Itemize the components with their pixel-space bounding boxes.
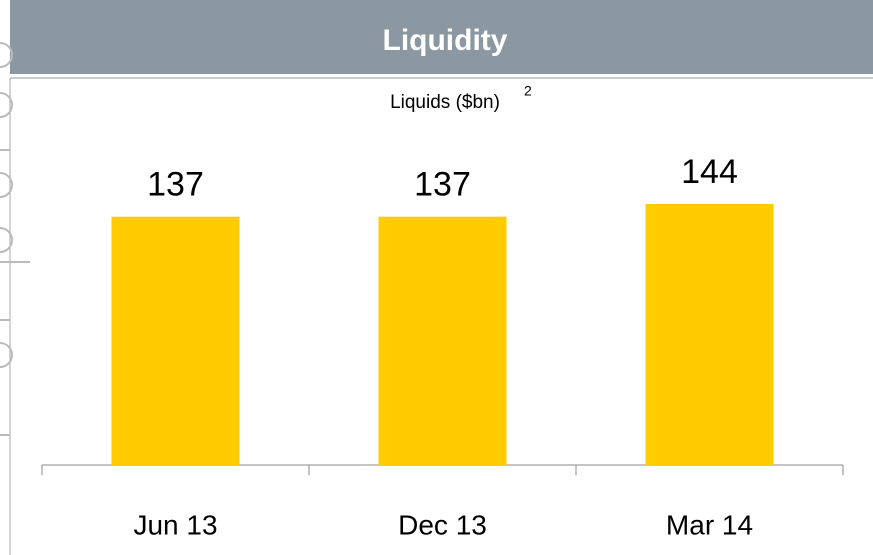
chart-subtitle: Liquids ($bn) bbox=[390, 92, 500, 113]
bar bbox=[378, 216, 507, 465]
header-bar bbox=[10, 0, 873, 75]
data-label: 144 bbox=[681, 153, 738, 191]
x-tick-label: Mar 14 bbox=[666, 509, 753, 540]
footnote-marker: 2 bbox=[524, 83, 532, 99]
x-tick-label: Dec 13 bbox=[398, 509, 487, 540]
chart-title: Liquidity bbox=[383, 24, 508, 57]
data-label: 137 bbox=[147, 166, 204, 204]
left-decoration bbox=[0, 42, 30, 436]
bar bbox=[111, 216, 240, 465]
bar bbox=[645, 204, 774, 465]
data-label: 137 bbox=[414, 166, 471, 204]
x-tick-label: Jun 13 bbox=[133, 509, 217, 540]
